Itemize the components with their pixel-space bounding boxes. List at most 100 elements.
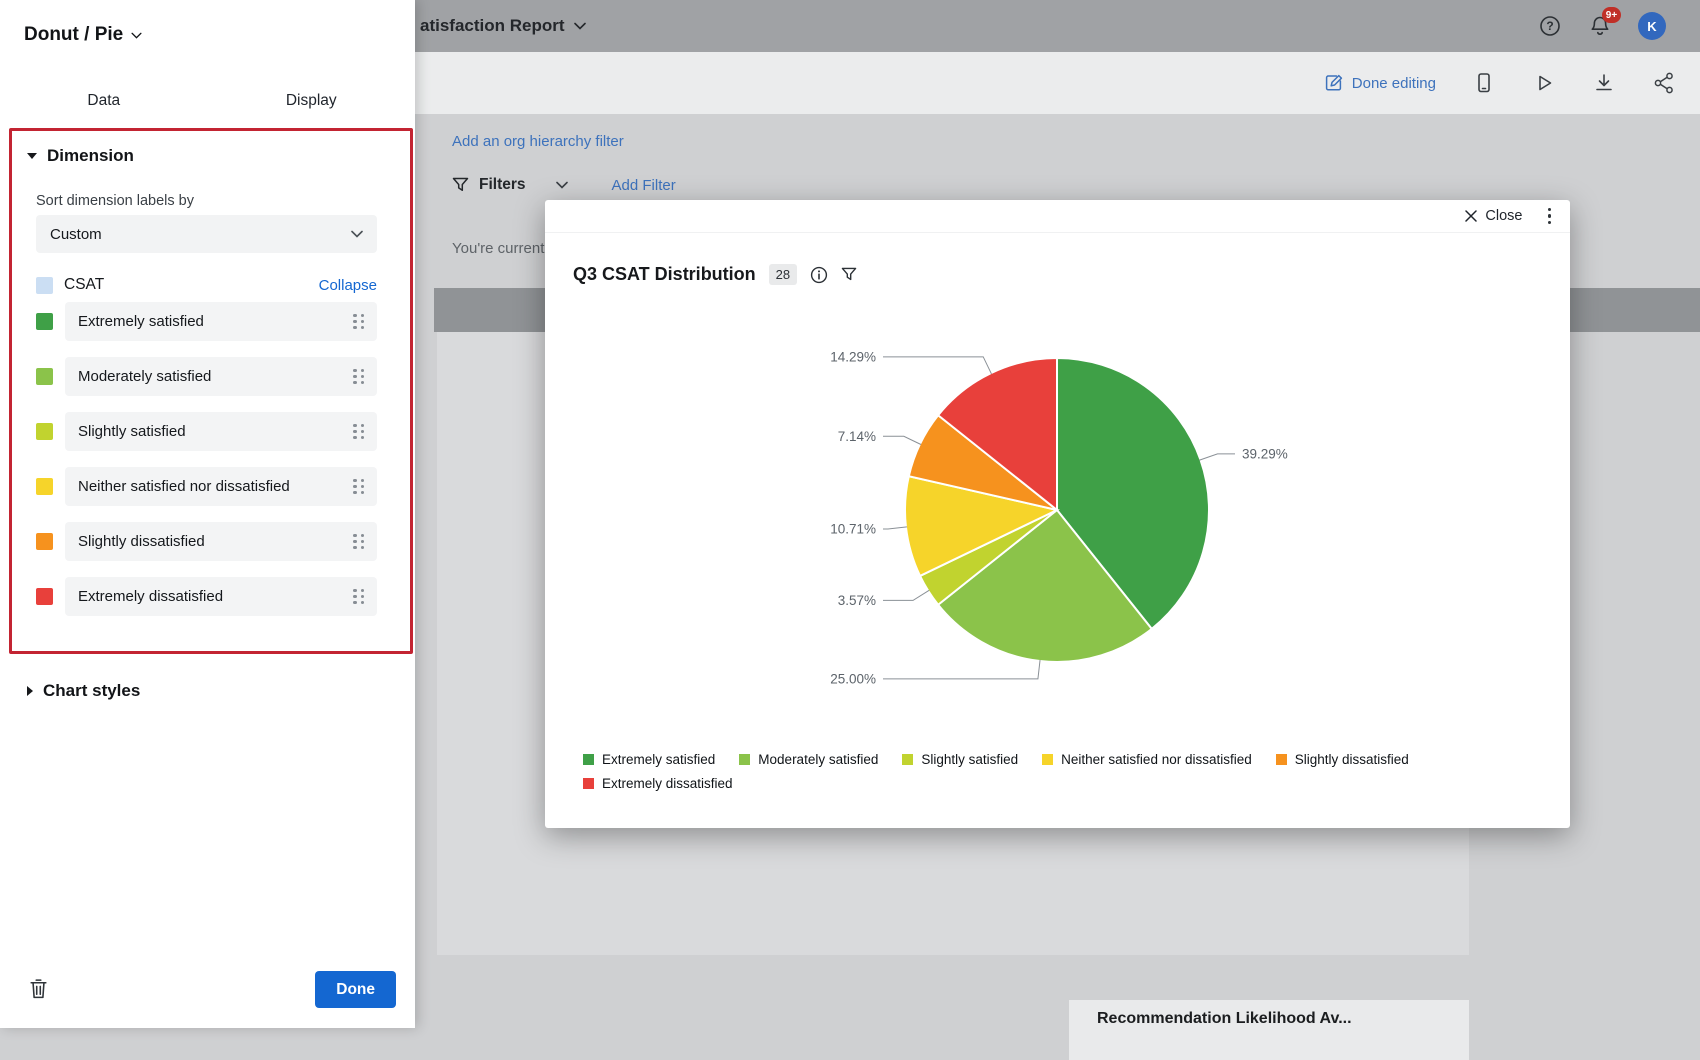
dimension-item-pill[interactable]: Slightly satisfied xyxy=(65,412,377,451)
dimension-item-label: Slightly dissatisfied xyxy=(78,533,205,550)
dimension-item-pill[interactable]: Extremely satisfied xyxy=(65,302,377,341)
dimension-item-swatch[interactable] xyxy=(36,478,53,495)
csat-group-swatch[interactable] xyxy=(36,276,53,294)
report-title-text: atisfaction Report xyxy=(420,16,565,35)
funnel-icon xyxy=(452,177,469,192)
legend-item[interactable]: Extremely satisfied xyxy=(583,752,715,767)
chevron-down-icon[interactable] xyxy=(555,181,568,189)
legend-item[interactable]: Moderately satisfied xyxy=(739,752,878,767)
dimension-item-label: Extremely dissatisfied xyxy=(78,588,224,605)
legend-item[interactable]: Slightly dissatisfied xyxy=(1275,752,1409,767)
done-editing-label: Done editing xyxy=(1351,74,1436,92)
dimension-item-pill[interactable]: Neither satisfied nor dissatisfied xyxy=(65,467,377,506)
notifications-button[interactable]: 9+ xyxy=(1588,7,1621,38)
legend-item[interactable]: Extremely dissatisfied xyxy=(583,776,733,791)
legend-item[interactable]: Slightly satisfied xyxy=(902,752,1018,767)
drag-handle-icon[interactable] xyxy=(353,423,364,440)
help-icon[interactable]: ? xyxy=(1538,14,1562,38)
sort-order-select[interactable]: Custom xyxy=(36,215,377,253)
legend-label: Extremely satisfied xyxy=(602,752,716,767)
sort-order-value: Custom xyxy=(50,225,102,243)
dimension-item: Slightly dissatisfied xyxy=(36,522,377,561)
tab-data[interactable]: Data xyxy=(87,92,121,109)
drag-handle-icon[interactable] xyxy=(353,368,364,385)
add-filter-link[interactable]: Add Filter xyxy=(611,176,676,194)
legend-swatch xyxy=(902,754,914,765)
collapse-link[interactable]: Collapse xyxy=(318,276,377,294)
pie-value-label: 10.71% xyxy=(830,522,876,537)
drag-handle-icon[interactable] xyxy=(353,313,364,330)
filters-label[interactable]: Filters xyxy=(479,176,526,193)
download-icon[interactable] xyxy=(1592,71,1616,95)
pie-value-label: 3.57% xyxy=(838,593,876,608)
dimension-item-label: Moderately satisfied xyxy=(78,368,212,385)
legend-item[interactable]: Neither satisfied nor dissatisfied xyxy=(1042,752,1252,767)
bell-icon xyxy=(1591,16,1609,35)
dimension-item-swatch[interactable] xyxy=(36,588,53,605)
legend-label: Slightly dissatisfied xyxy=(1294,752,1409,767)
widget-title: Q3 CSAT Distribution xyxy=(573,264,756,284)
pie-leader-line xyxy=(883,526,908,530)
legend-swatch xyxy=(583,754,594,765)
dimension-section-header[interactable]: Dimension xyxy=(27,146,134,166)
close-button[interactable]: Close xyxy=(1465,208,1523,224)
csat-group-row: CSAT Collapse xyxy=(36,273,377,297)
present-play-icon[interactable] xyxy=(1532,71,1556,95)
widget-type-selector[interactable]: Donut / Pie xyxy=(24,24,142,46)
legend-swatch xyxy=(739,754,751,765)
expand-triangle-icon xyxy=(27,686,33,696)
current-status-text: You're current xyxy=(452,240,545,257)
pie-value-label: 7.14% xyxy=(838,429,876,444)
dimension-item-label: Extremely satisfied xyxy=(78,313,204,330)
drag-handle-icon[interactable] xyxy=(353,478,364,495)
dimension-item-label: Neither satisfied nor dissatisfied xyxy=(78,478,290,495)
topbar-actions: ? 9+ K xyxy=(1538,0,1700,52)
legend-swatch xyxy=(1042,754,1054,765)
dimension-item: Moderately satisfied xyxy=(36,357,377,396)
share-icon[interactable] xyxy=(1652,71,1676,95)
org-hierarchy-filter-link[interactable]: Add an org hierarchy filter xyxy=(452,133,624,150)
dimension-item-pill[interactable]: Slightly dissatisfied xyxy=(65,522,377,561)
dimension-item: Extremely dissatisfied xyxy=(36,577,377,616)
kebab-menu-icon[interactable] xyxy=(1545,205,1555,228)
chart-legend: Extremely satisfied Moderately satisfied… xyxy=(583,752,1533,791)
delete-widget-button[interactable] xyxy=(28,977,49,1000)
info-icon[interactable] xyxy=(810,266,828,284)
chart-styles-label: Chart styles xyxy=(43,681,141,700)
drag-handle-icon[interactable] xyxy=(353,588,364,605)
device-preview-icon[interactable] xyxy=(1472,71,1496,95)
pie-value-label: 25.00% xyxy=(830,671,876,686)
dimension-item-swatch[interactable] xyxy=(36,423,53,440)
edit-pencil-icon xyxy=(1325,74,1342,91)
response-count-badge: 28 xyxy=(768,264,798,285)
avatar[interactable]: K xyxy=(1638,12,1666,40)
pie-leader-line xyxy=(883,659,1041,680)
svg-text:?: ? xyxy=(1546,19,1553,33)
dimension-item-swatch[interactable] xyxy=(36,313,53,330)
pie-chart-svg: 39.29% 25.00% 3.57% 10.71% 7.14% 14.29% xyxy=(830,349,1288,686)
dimension-item-swatch[interactable] xyxy=(36,368,53,385)
legend-label: Extremely dissatisfied xyxy=(602,776,733,791)
legend-label: Slightly satisfied xyxy=(921,752,1019,767)
dimension-item-pill[interactable]: Moderately satisfied xyxy=(65,357,377,396)
chevron-down-icon xyxy=(131,32,142,39)
modal-header: Close xyxy=(545,200,1570,233)
widget-preview-modal: Close Q3 CSAT Distribution 28 39.29% 25.0… xyxy=(545,200,1570,828)
close-icon xyxy=(1465,210,1478,222)
tab-display[interactable]: Display xyxy=(285,92,337,109)
pie-leader-line xyxy=(1199,453,1235,461)
widget-title-row: Q3 CSAT Distribution 28 xyxy=(573,264,857,285)
dimension-item: Slightly satisfied xyxy=(36,412,377,451)
funnel-icon[interactable] xyxy=(841,267,857,282)
dimension-item-pill[interactable]: Extremely dissatisfied xyxy=(65,577,377,616)
report-title-menu[interactable]: atisfaction Report xyxy=(420,0,586,52)
legend-swatch xyxy=(583,778,594,789)
chart-styles-section-header[interactable]: Chart styles xyxy=(27,681,140,701)
drag-handle-icon[interactable] xyxy=(353,533,364,550)
dimension-item-swatch[interactable] xyxy=(36,533,53,550)
done-editing-button[interactable]: Done editing xyxy=(1324,73,1436,93)
done-button[interactable]: Done xyxy=(315,971,396,1008)
pie-leader-line xyxy=(883,435,922,445)
collapse-triangle-icon xyxy=(27,153,37,159)
